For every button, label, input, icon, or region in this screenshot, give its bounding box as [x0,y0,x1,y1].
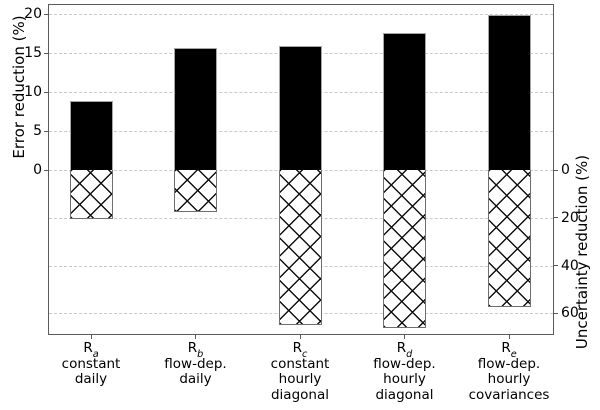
left-axis-tick [44,13,48,15]
category-desc-line: hourly [487,371,531,387]
category-label: Rc constant hourly diagonal [235,340,365,403]
left-axis-tick [44,52,48,54]
x-axis-tick [404,335,405,339]
right-axis-tick [554,312,558,314]
left-axis-tick [44,130,48,132]
category-tick-symbol: Rc [292,340,308,360]
error-reduction-bar [383,33,426,170]
right-axis-tick-label: 0 [561,162,570,178]
category-desc-line: daily [179,371,212,387]
category-desc-line: diagonal [270,386,329,403]
category-label: Re flow-dep. hourly covariances [444,340,574,403]
error-reduction-bar [278,46,322,170]
x-axis-tick [299,335,301,339]
category-desc-line: daily [74,371,108,387]
error-reduction-bar [174,47,217,170]
category-desc-line: flow-dep. [164,355,227,372]
x-axis-tick [195,335,196,339]
left-axis-tick-label: 10 [24,84,42,101]
x-axis-tick [90,335,92,339]
uncertainty-reduction-bar [174,170,217,212]
left-axis-title: Error reduction (%) [10,15,28,159]
category-label: Ra constant daily [26,340,156,388]
right-axis-tick [554,217,558,219]
category-desc-line: flow-dep. [373,355,436,372]
uncertainty-reduction-bar [69,170,113,219]
left-axis-tick-label: 20 [24,6,42,23]
category-desc-line: constant [61,355,121,372]
category-desc-line: covariances [468,386,550,403]
right-axis-tick [554,265,558,267]
category-tick-symbol: Ra [83,340,99,360]
right-axis-title: Uncertainty reduction (%) [573,154,591,350]
left-axis-tick [44,169,48,171]
category-tick-symbol: Rd [396,340,413,360]
uncertainty-reduction-bar [278,170,322,326]
left-axis-tick [44,91,48,93]
category-desc-line: flow-dep. [477,355,541,372]
category-label: Rb flow-dep. daily [131,340,261,388]
category-tick-symbol: Rb [187,340,204,360]
right-axis-tick-label: 60 [561,305,579,322]
category-desc-line: constant [270,355,330,372]
left-axis-tick-label: 5 [33,123,42,140]
right-axis-tick-label: 40 [561,257,579,274]
gridline [49,14,553,16]
right-axis-tick-label: 20 [561,209,579,226]
right-axis-tick [554,169,558,171]
error-reduction-bar [69,100,113,170]
category-desc-line: diagonal [375,386,434,403]
left-axis-tick-label: 0 [33,162,42,178]
left-axis-tick-label: 15 [24,45,42,62]
x-axis-tick [508,335,510,339]
category-label: Rd flow-dep. hourly diagonal [340,340,470,403]
category-tick-symbol: Re [501,340,517,360]
uncertainty-reduction-bar [487,170,531,308]
uncertainty-reduction-bar [383,170,426,328]
category-desc-line: hourly [278,371,322,387]
error-reduction-bar [487,15,531,170]
category-desc-line: hourly [383,371,426,387]
